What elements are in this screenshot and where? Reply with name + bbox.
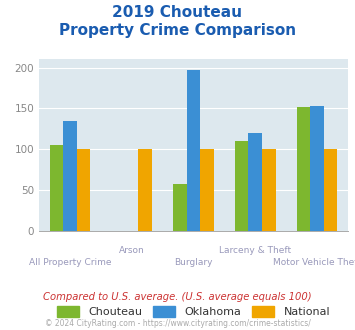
Legend: Chouteau, Oklahoma, National: Chouteau, Oklahoma, National [53,302,334,322]
Bar [324,149,337,231]
Text: Compared to U.S. average. (U.S. average equals 100): Compared to U.S. average. (U.S. average … [43,292,312,302]
Text: Arson: Arson [119,246,144,255]
Bar [138,149,152,231]
Text: Motor Vehicle Theft: Motor Vehicle Theft [273,258,355,267]
Text: Larceny & Theft: Larceny & Theft [219,246,291,255]
Text: 2019 Chouteau: 2019 Chouteau [113,5,242,20]
Text: © 2024 CityRating.com - https://www.cityrating.com/crime-statistics/: © 2024 CityRating.com - https://www.city… [45,319,310,328]
Bar [297,107,310,231]
Bar [77,149,90,231]
Bar [50,145,63,231]
Text: All Property Crime: All Property Crime [29,258,111,267]
Bar [310,106,324,231]
Text: Property Crime Comparison: Property Crime Comparison [59,23,296,38]
Bar [262,149,275,231]
Bar [235,141,248,231]
Bar [63,121,77,231]
Text: Burglary: Burglary [174,258,213,267]
Bar [200,149,214,231]
Bar [173,183,187,231]
Bar [248,133,262,231]
Bar [187,70,200,231]
